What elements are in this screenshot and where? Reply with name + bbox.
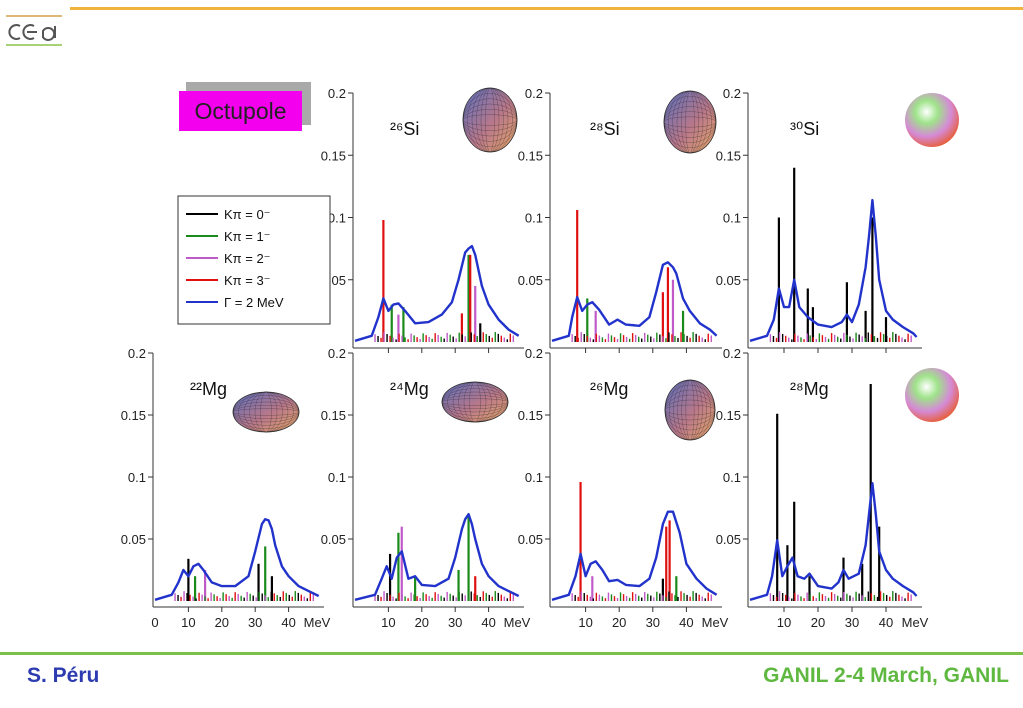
y-tick-label: 0.2	[723, 346, 741, 361]
legend: Kπ = 0⁻ Kπ = 1⁻ Kπ = 2⁻ Kπ = 3⁻ Γ = 2 MeV	[177, 195, 331, 325]
envelope-line	[354, 244, 520, 342]
panel-6: 0.2 0.15 0.1 0.05 10 20 30 40 MeV ²⁸Mg	[716, 346, 959, 630]
header-accent-line	[70, 7, 1023, 10]
y-tick-label: 0.15	[716, 408, 741, 423]
panel-3: 0.2 0.15 0.1 0.05 0 10 20 30 40 MeV ²²Mg	[121, 346, 331, 630]
y-tick-label: 0.2	[328, 86, 346, 101]
x-tick-label: MeV	[504, 615, 531, 630]
nucleus-label: ²²Mg	[190, 379, 227, 399]
x-tick-label: 10	[578, 615, 592, 630]
panel-1: 0.2 0.15 0.1 0.05 ²⁸Si	[518, 86, 722, 353]
y-tick-label: 0.15	[518, 408, 543, 423]
legend-label: Kπ = 3⁻	[224, 273, 271, 288]
legend-label: Γ = 2 MeV	[224, 295, 284, 310]
x-tick-label: 40	[481, 615, 495, 630]
nucleus-label: ³⁰Si	[790, 119, 819, 139]
x-tick-label: 30	[646, 615, 660, 630]
envelope-line	[551, 510, 718, 601]
x-tick-label: 10	[381, 615, 395, 630]
y-tick-label: 0.05	[716, 532, 741, 547]
panel-4: 0.2 0.15 0.1 0.05 10 20 30 40 MeV ²⁴Mg	[321, 346, 531, 630]
y-tick-label: 0.1	[328, 470, 346, 485]
y-tick-label: 0.2	[525, 86, 543, 101]
sphere-icon	[905, 93, 959, 147]
y-tick-label: 0.1	[128, 470, 146, 485]
footer-conference: GANIL 2-4 March, GANIL	[763, 664, 1009, 687]
x-tick-label: MeV	[902, 615, 929, 630]
gdr-octupole-figure: 0.20.150.10.05²⁶Si0.20.150.10.05²⁸Si0.20…	[121, 86, 959, 630]
panel-5: 0.2 0.15 0.1 0.05 10 20 30 40 MeV ²⁶Mg	[518, 346, 729, 630]
nucleus-label: ²⁶Mg	[590, 379, 628, 399]
x-tick-label: 30	[845, 615, 859, 630]
oblate-spheroid-icon	[441, 381, 509, 423]
envelope-line	[749, 198, 918, 342]
nucleus-label: ²⁶Si	[390, 119, 419, 139]
y-tick-label: 0.05	[321, 532, 346, 547]
x-tick-label: 20	[415, 615, 429, 630]
x-tick-label: 40	[879, 615, 893, 630]
x-tick-label: 20	[215, 615, 229, 630]
y-tick-label: 0.2	[525, 346, 543, 361]
y-tick-label: 0.1	[525, 470, 543, 485]
footer-author: S. Péru	[27, 664, 100, 687]
x-tick-label: 20	[811, 615, 825, 630]
y-tick-label: 0.15	[716, 148, 741, 163]
cea-logo-icon: cea	[6, 15, 62, 46]
x-tick-label: 0	[151, 615, 158, 630]
envelope-line	[154, 518, 320, 601]
x-tick-label: 20	[612, 615, 626, 630]
y-tick-label: 0.15	[121, 408, 146, 423]
y-tick-label: 0.05	[518, 273, 543, 288]
nucleus-label: ²⁴Mg	[390, 379, 429, 399]
panel-2: 0.2 0.15 0.1 0.05 ³⁰Si	[716, 86, 959, 353]
x-tick-label: 30	[248, 615, 262, 630]
mode-label: Octupole	[179, 91, 302, 131]
x-tick-label: 30	[448, 615, 462, 630]
x-tick-label: MeV	[702, 615, 729, 630]
y-tick-label: 0.2	[328, 346, 346, 361]
y-tick-label: 0.2	[723, 86, 741, 101]
y-tick-label: 0.1	[328, 211, 346, 226]
x-tick-label: 40	[679, 615, 693, 630]
y-tick-label: 0.05	[121, 532, 146, 547]
oblate-spheroid-icon	[232, 391, 300, 433]
y-tick-label: 0.1	[723, 211, 741, 226]
y-tick-label: 0.1	[723, 470, 741, 485]
legend-label: Kπ = 2⁻	[224, 251, 271, 266]
envelope-line	[354, 513, 520, 601]
footer-accent-line	[0, 652, 1023, 655]
prolate-spheroid-icon	[664, 379, 716, 441]
x-tick-label: 40	[281, 615, 295, 630]
nucleus-label: ²⁸Si	[590, 119, 620, 139]
x-tick-label: MeV	[304, 615, 331, 630]
y-tick-label: 0.05	[716, 273, 741, 288]
nucleus-label: ²⁸Mg	[790, 379, 829, 399]
x-tick-label: 10	[777, 615, 791, 630]
envelope-line	[551, 261, 718, 342]
legend-label: Kπ = 0⁻	[224, 207, 271, 222]
x-tick-label: 10	[181, 615, 195, 630]
sphere-icon	[905, 368, 959, 422]
legend-label: Kπ = 1⁻	[224, 229, 271, 244]
y-tick-label: 0.15	[518, 148, 543, 163]
prolate-spheroid-icon	[462, 87, 518, 153]
y-tick-label: 0.05	[518, 532, 543, 547]
y-tick-label: 0.15	[321, 408, 346, 423]
y-tick-label: 0.2	[128, 346, 146, 361]
envelope-line	[749, 482, 918, 601]
y-tick-label: 0.1	[525, 211, 543, 226]
y-tick-label: 0.15	[321, 148, 346, 163]
prolate-spheroid-icon	[663, 90, 717, 154]
